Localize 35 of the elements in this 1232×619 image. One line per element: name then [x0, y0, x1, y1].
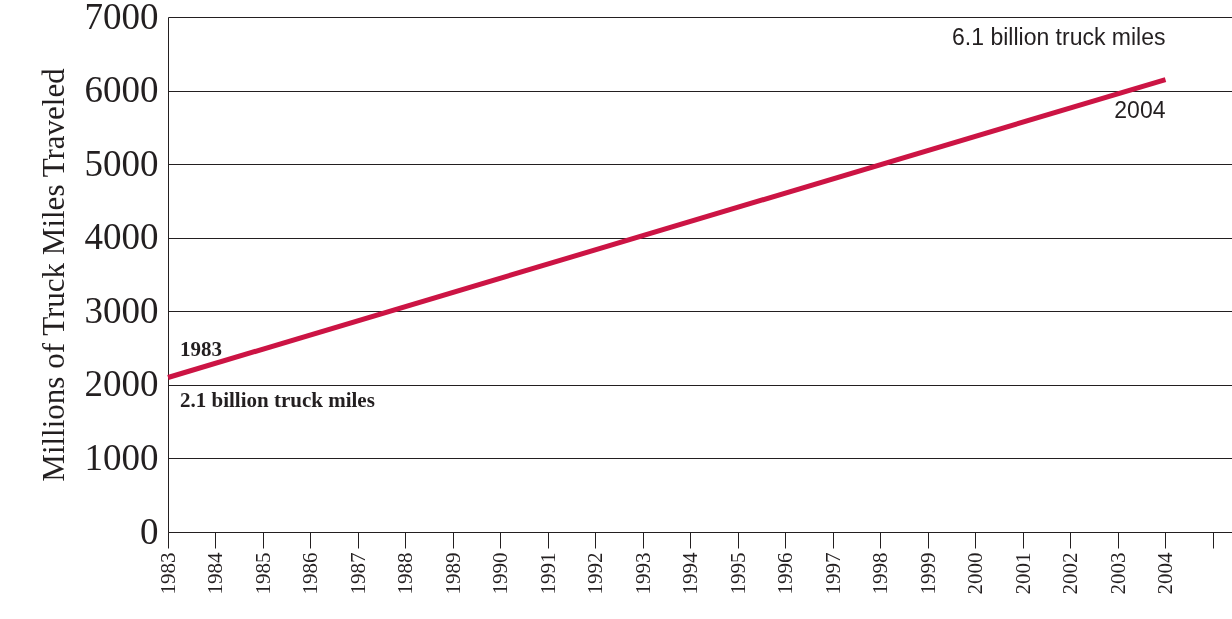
x-tick-label: 2003 — [1105, 552, 1130, 595]
y-tick-label: 6000 — [84, 69, 159, 111]
x-tick-label: 1990 — [488, 552, 512, 595]
annotation: 2.1 billion truck miles — [180, 387, 375, 412]
x-tick-label: 2000 — [963, 552, 987, 595]
x-tick-label: 1987 — [345, 552, 370, 595]
y-tick-label: 0 — [140, 510, 159, 552]
x-tick-label: 1995 — [725, 552, 750, 595]
x-tick-label: 1985 — [250, 552, 275, 595]
y-tick-label: 4000 — [84, 216, 159, 258]
annotation: 2004 — [1114, 96, 1166, 123]
x-tick-label: 1998 — [868, 552, 892, 595]
x-tick-label: 2001 — [1010, 552, 1035, 595]
x-tick-label: 1996 — [773, 552, 797, 595]
y-tick-label: 3000 — [84, 289, 159, 331]
x-tick-label: 1983 — [155, 552, 180, 595]
x-tick-label: 1992 — [583, 552, 607, 595]
x-tick-label: 1989 — [440, 552, 465, 595]
x-tick-label: 1993 — [630, 552, 655, 595]
x-tick-label: 1991 — [535, 552, 560, 595]
annotation: 6.1 billion truck miles — [952, 23, 1166, 50]
x-tick-label: 1997 — [820, 552, 845, 595]
y-tick-label: 7000 — [84, 0, 159, 37]
x-tick-label: 2004 — [1153, 552, 1177, 595]
x-tick-label: 1986 — [298, 552, 322, 595]
x-tick-label: 1984 — [203, 552, 227, 595]
x-tick-label: 1994 — [678, 552, 702, 595]
annotation: 1983 — [180, 336, 222, 361]
y-axis-title: Millions of Truck Miles Traveled — [35, 67, 71, 482]
x-tick-label: 1999 — [915, 552, 940, 595]
x-tick-label: 1988 — [393, 552, 417, 595]
y-tick-label: 2000 — [84, 363, 159, 405]
y-tick-label: 5000 — [84, 142, 159, 184]
y-tick-label: 1000 — [84, 436, 159, 478]
x-tick-label: 2002 — [1058, 552, 1082, 595]
